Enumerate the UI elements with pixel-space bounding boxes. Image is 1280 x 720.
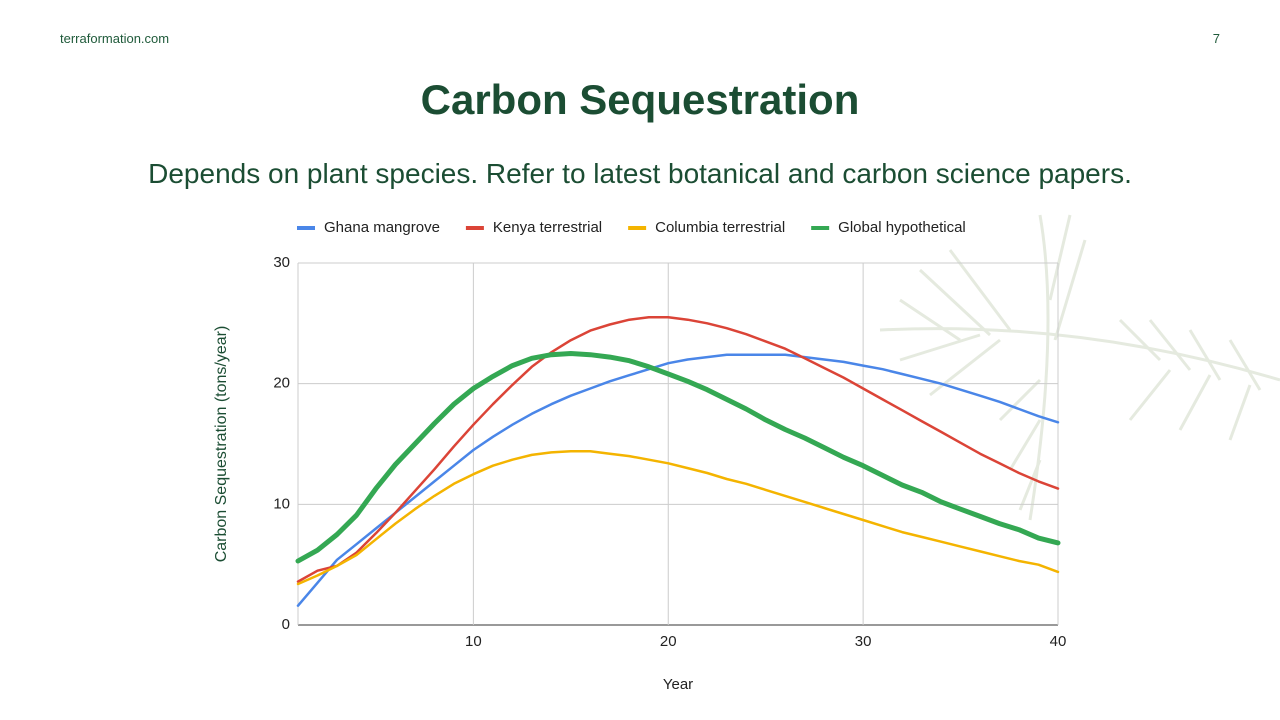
y-axis-title: Carbon Sequestration (tons/year) bbox=[213, 326, 230, 563]
x-tick-label: 20 bbox=[660, 633, 677, 650]
y-tick-label: 30 bbox=[273, 254, 290, 271]
series-line bbox=[296, 449, 1060, 586]
legend-label: Global hypothetical bbox=[838, 219, 966, 236]
y-tick-label: 10 bbox=[273, 495, 290, 512]
pine-decoration bbox=[879, 214, 1280, 521]
slide-subtitle: Depends on plant species. Refer to lates… bbox=[148, 158, 1132, 189]
page-number: 7 bbox=[1212, 31, 1220, 46]
series-line bbox=[295, 351, 1061, 564]
legend-label: Ghana mangrove bbox=[324, 219, 440, 236]
x-tick-label: 30 bbox=[855, 633, 872, 650]
legend-label: Kenya terrestrial bbox=[493, 219, 602, 236]
y-tick-label: 20 bbox=[273, 375, 290, 392]
site-url: terraformation.com bbox=[60, 31, 170, 46]
series-line bbox=[296, 316, 1060, 583]
y-tick-label: 0 bbox=[282, 616, 290, 633]
x-axis-title: Year bbox=[663, 676, 693, 693]
slide-title: Carbon Sequestration bbox=[420, 76, 860, 123]
x-tick-label: 10 bbox=[465, 633, 482, 650]
x-tick-label: 40 bbox=[1050, 633, 1067, 650]
series-line bbox=[296, 353, 1060, 607]
legend-label: Columbia terrestrial bbox=[655, 219, 785, 236]
